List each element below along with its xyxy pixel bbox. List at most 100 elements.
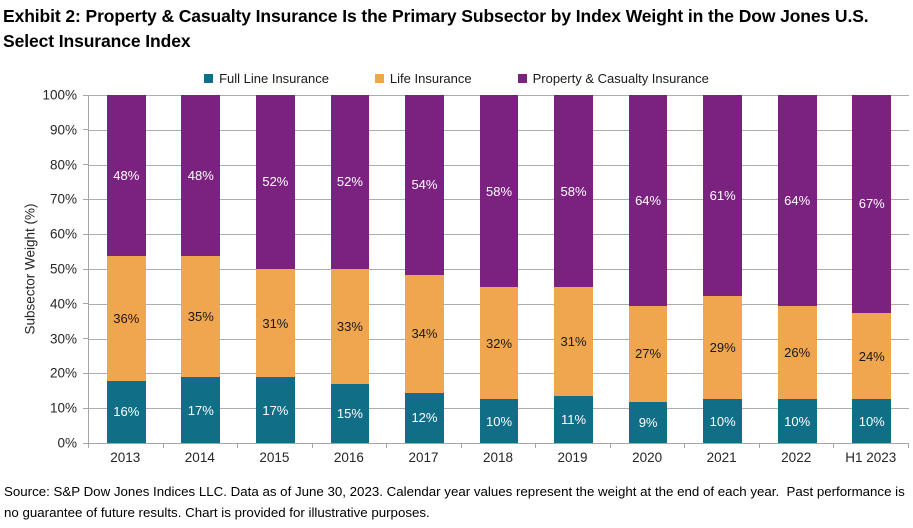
bar-segment-label: 64% xyxy=(635,192,662,208)
bar-column-2013: 48% 36% 16% xyxy=(89,95,164,443)
legend-label: Full Line Insurance xyxy=(219,70,329,86)
x-axis-tickmark xyxy=(88,444,89,448)
y-axis-tickmark xyxy=(83,129,88,131)
x-axis-tickmark xyxy=(237,444,239,448)
y-axis-tick-label: 50% xyxy=(49,261,77,277)
bar-segment-label: 26% xyxy=(784,344,811,360)
y-axis-tickmark xyxy=(83,303,88,305)
bar-segment-label: 58% xyxy=(485,183,513,199)
bar-column-2019: 58% 31% 11% xyxy=(536,95,611,443)
bar-segment: 29% xyxy=(703,296,743,400)
x-axis-tick-label: 2017 xyxy=(408,450,439,465)
bar-segment-label: 27% xyxy=(635,346,662,362)
bar-segment: 32% xyxy=(479,287,519,400)
source-note: Source: S&P Dow Jones Indices LLC. Data … xyxy=(4,484,909,520)
bar-segment: 12% xyxy=(405,392,444,443)
y-axis-tick-label: 60% xyxy=(49,226,77,242)
legend-item-1: Full Line Insurance xyxy=(204,71,329,86)
y-axis-tick-label: 80% xyxy=(49,157,77,173)
bar-segment: 64% xyxy=(628,95,668,306)
bar-segment: 35% xyxy=(181,256,221,378)
bar-segment: 10% xyxy=(703,399,743,443)
bar-segment: 48% xyxy=(181,95,221,257)
x-axis-labels: 2013 2014 2015 2016 2017 2018 2019 2020 2021 2022… xyxy=(88,450,908,465)
bar-segment: 17% xyxy=(181,377,221,443)
x-axis-tick-label: 2015 xyxy=(259,450,290,465)
bar-column-2017: 54% 34% 12% xyxy=(387,95,462,443)
stacked-bar: 52% 31% 17% xyxy=(255,95,295,444)
x-axis-tickmark xyxy=(535,444,537,448)
legend-item-2: Life Insurance xyxy=(374,70,472,86)
bar-segment: 36% xyxy=(106,256,146,381)
bar-segment: 58% xyxy=(554,95,593,288)
bar-segment-label: 17% xyxy=(187,402,214,418)
y-axis-tickmark xyxy=(83,233,88,235)
bars-container: 48% 36% 16% 48% 35% 17% 52% 31% 17% 52% 33% 15% 54% 3… xyxy=(89,95,909,444)
x-axis-tick-label: 2022 xyxy=(781,450,812,465)
bar-column-2014: 48% 35% 17% xyxy=(164,95,239,443)
legend-swatch-icon xyxy=(374,73,384,83)
bar-segment: 31% xyxy=(255,268,295,378)
stacked-bar: 64% 27% 9% xyxy=(628,95,668,444)
bar-segment: 10% xyxy=(852,399,892,443)
y-axis-tickmark xyxy=(83,442,88,444)
plot-area: 48% 36% 16% 48% 35% 17% 52% 31% 17% 52% 33% 15% 54% 3… xyxy=(88,95,909,444)
legend-item-3: Property & Casualty Insurance xyxy=(517,71,709,86)
bar-segment: 67% xyxy=(852,95,892,313)
bar-segment-label: 34% xyxy=(411,326,438,342)
bar-segment-label: 52% xyxy=(262,174,289,190)
x-axis-tickmark xyxy=(460,444,462,448)
bar-segment: 10% xyxy=(479,399,519,443)
bar-segment: 64% xyxy=(777,95,817,306)
bar-column-2018: 58% 32% 10% xyxy=(462,95,537,443)
bar-segment: 17% xyxy=(255,377,295,444)
bar-segment-label: 9% xyxy=(638,415,658,431)
y-axis-labels: 0% 10% 20% 30% 40% 50% 60% 70% 80% 90% 100% xyxy=(0,88,88,451)
stacked-bar: 48% 36% 16% xyxy=(106,95,146,443)
bar-segment-label: 10% xyxy=(485,413,513,429)
legend-label: Life Insurance xyxy=(389,70,472,86)
bar-column-H1 2023: 67% 24% 10% xyxy=(834,95,909,443)
bar-segment: 52% xyxy=(330,95,370,269)
y-axis-tick-label: 10% xyxy=(49,400,77,416)
bar-column-2021: 61% 29% 10% xyxy=(685,95,760,443)
y-axis-tickmark xyxy=(83,372,88,374)
y-axis-tickmark xyxy=(83,268,88,270)
bar-segment-label: 11% xyxy=(561,412,587,427)
chart-legend: Full Line Insurance Life Insurance Propert… xyxy=(0,69,913,87)
bar-segment: 26% xyxy=(777,305,817,400)
bar-segment: 15% xyxy=(330,383,370,443)
x-axis-tick-label: 2021 xyxy=(706,450,737,465)
stacked-bar: 61% 29% 10% xyxy=(703,95,743,443)
bar-segment-label: 32% xyxy=(485,335,513,351)
bar-segment-label: 48% xyxy=(187,168,214,184)
y-axis-tick-label: 90% xyxy=(49,122,77,138)
bar-segment-label: 17% xyxy=(262,402,289,418)
bar-segment: 61% xyxy=(703,95,743,297)
bar-segment-label: 10% xyxy=(784,413,811,429)
x-axis-tickmark xyxy=(908,444,909,448)
legend-swatch-icon xyxy=(517,73,527,83)
bar-segment-label: 31% xyxy=(262,315,289,331)
x-axis-tick-label: 2018 xyxy=(482,450,514,465)
bar-segment-label: 24% xyxy=(858,348,885,364)
y-axis-tick-label: 30% xyxy=(49,331,77,347)
stacked-bar: 64% 26% 10% xyxy=(777,95,817,444)
bar-segment: 27% xyxy=(628,305,668,403)
x-axis-tickmark xyxy=(833,444,835,448)
x-axis-tick-label: 2019 xyxy=(557,450,588,465)
bar-segment-label: 31% xyxy=(560,334,587,350)
y-axis-tickmark xyxy=(83,164,88,166)
x-axis-tickmark xyxy=(758,444,760,448)
x-axis-tick-label: 2016 xyxy=(333,450,364,465)
stacked-bar: 58% 31% 11% xyxy=(554,95,593,443)
bar-segment: 9% xyxy=(628,402,668,444)
legend-swatch-icon xyxy=(204,73,214,83)
bar-segment: 31% xyxy=(554,287,593,397)
stacked-bar: 54% 34% 12% xyxy=(405,95,444,443)
stacked-bar: 48% 35% 17% xyxy=(181,95,221,443)
x-axis-tickmarks xyxy=(88,444,909,449)
y-axis-tick-label: 100% xyxy=(42,87,77,103)
bar-segment-label: 36% xyxy=(113,310,140,326)
